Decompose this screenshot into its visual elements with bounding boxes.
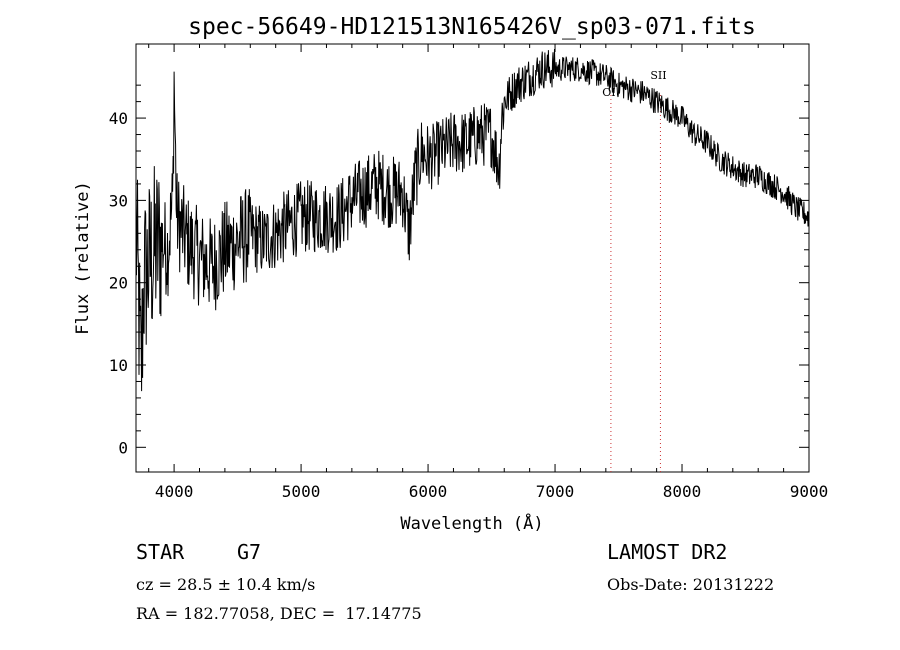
obs-date: Obs-Date: 20131222 <box>607 575 775 594</box>
y-tick-label: 20 <box>109 274 128 293</box>
x-tick-label: 7000 <box>536 482 575 501</box>
object-class: STAR <box>136 540 185 564</box>
x-axis-label: Wavelength (Å) <box>400 512 543 534</box>
y-tick-label: 0 <box>118 438 128 457</box>
plot-area <box>135 43 810 473</box>
x-tick-label: 9000 <box>790 482 829 501</box>
plot-frame <box>135 43 810 473</box>
survey-name: LAMOST DR2 <box>607 540 728 564</box>
y-axis-label: Flux (relative) <box>73 181 93 335</box>
spectrum-line <box>135 48 810 392</box>
y-tick-label: 40 <box>109 109 128 128</box>
y-tick-label: 30 <box>109 191 128 210</box>
x-tick-label: 4000 <box>155 482 194 501</box>
marker-label-sii: SII <box>650 69 666 82</box>
redshift-text: cz = 28.5 ± 10.4 km/s <box>136 575 316 594</box>
y-tick-label: 10 <box>109 356 128 375</box>
coordinates-text: RA = 182.77058, DEC = 17.14775 <box>136 604 422 623</box>
spectrum-layer <box>135 48 810 392</box>
x-tick-label: 6000 <box>409 482 448 501</box>
axis-ticks: 4000 5000 6000 7000 8000 9000 0 10 20 30 40 <box>109 44 829 501</box>
object-subclass: G7 <box>237 540 262 564</box>
chart-title: spec-56649-HD121513N165426V_sp03-071.fit… <box>188 14 756 40</box>
x-tick-label: 8000 <box>663 482 702 501</box>
x-tick-label: 5000 <box>282 482 321 501</box>
